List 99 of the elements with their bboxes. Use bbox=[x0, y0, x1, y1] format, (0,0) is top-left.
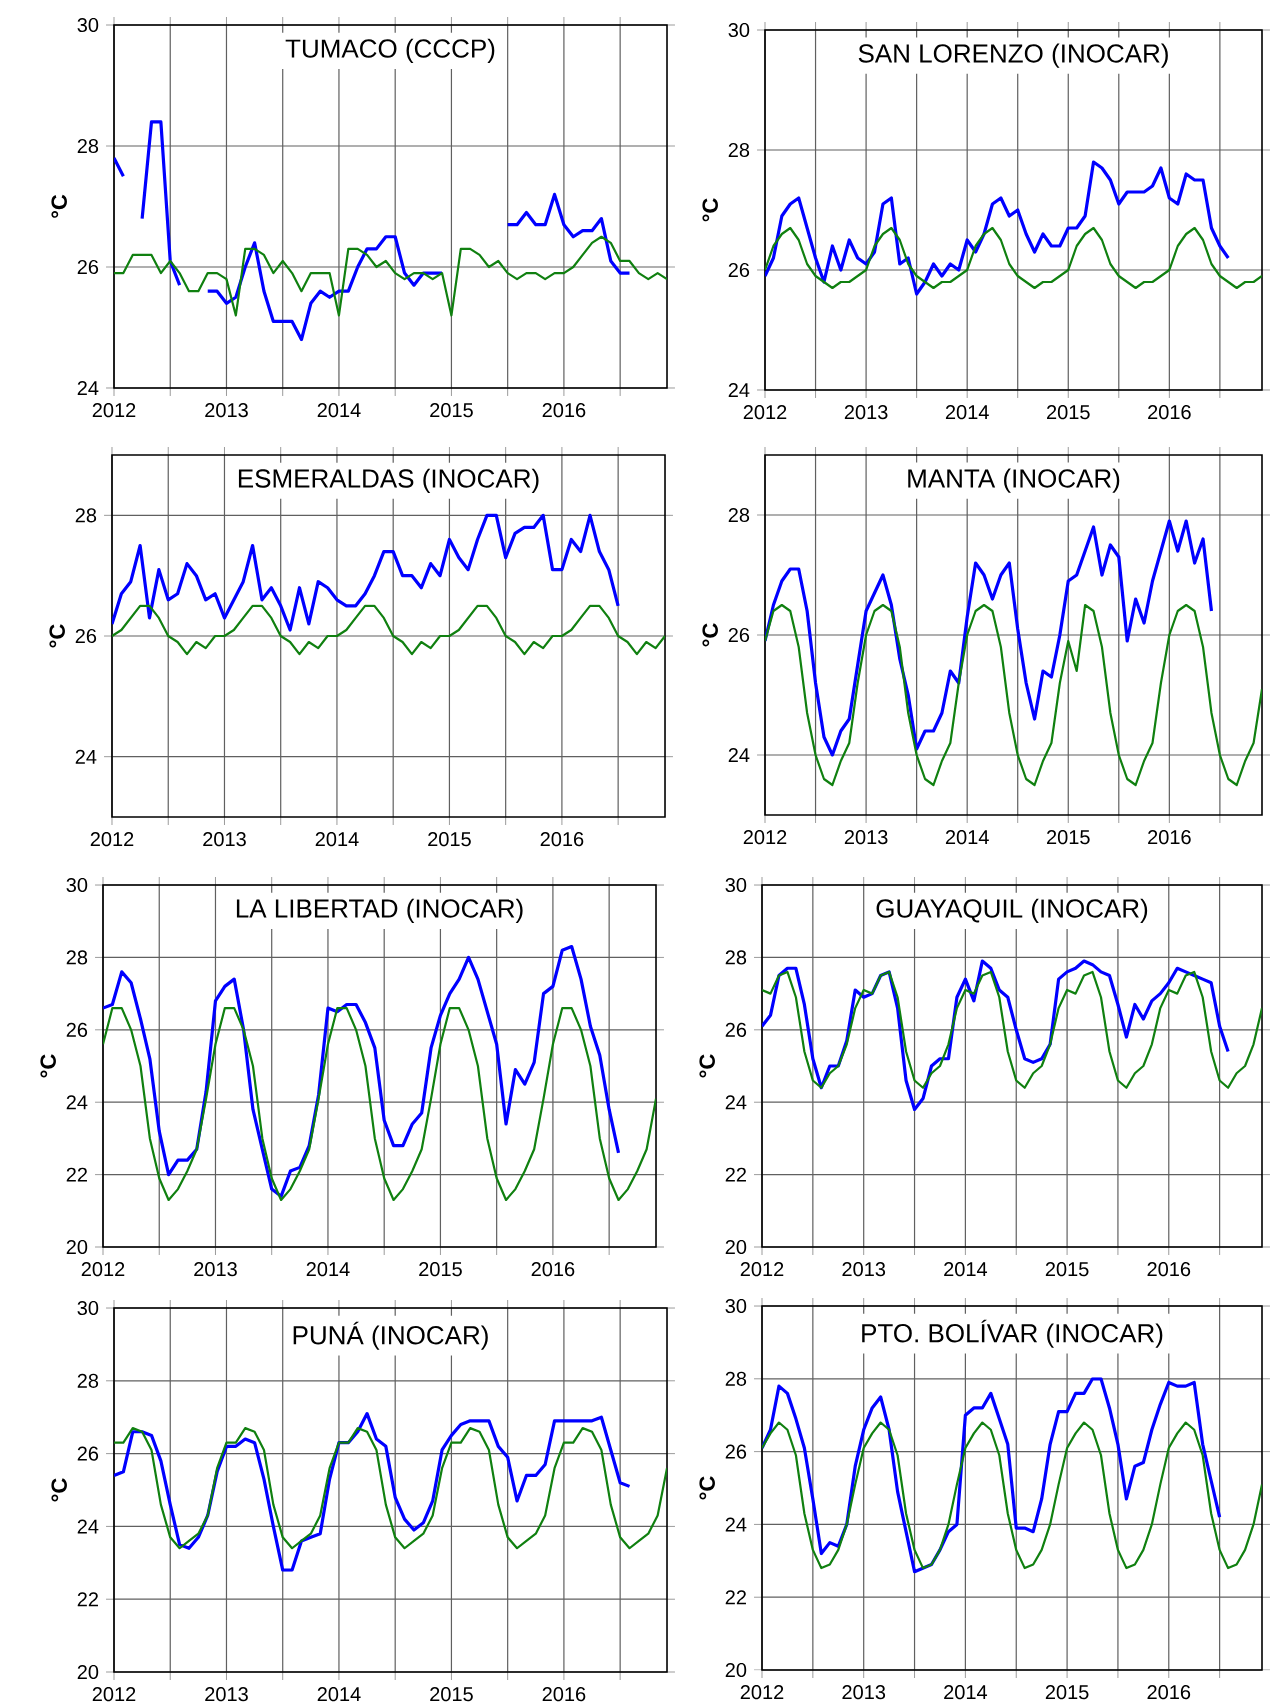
x-tick-label: 2014 bbox=[944, 1262, 987, 1277]
x-tick-label: 2013 bbox=[194, 1262, 237, 1277]
x-tick-label: 2014 bbox=[315, 832, 359, 847]
x-tick-label: 2014 bbox=[317, 403, 361, 418]
y-tick-label: 26 bbox=[728, 627, 750, 643]
y-tick-label: 28 bbox=[728, 507, 750, 523]
line-series bbox=[764, 603, 1262, 787]
x-tick-label: 2012 bbox=[92, 403, 136, 418]
y-tick-label: 28 bbox=[728, 142, 750, 158]
x-tick-label: 2012 bbox=[740, 1685, 784, 1700]
y-tick-label: 20 bbox=[77, 1664, 99, 1680]
y-tick-label: 28 bbox=[725, 1371, 747, 1386]
y-tick-label: 22 bbox=[77, 1592, 98, 1607]
y-axis-title: °C bbox=[51, 1478, 67, 1502]
x-tick-label: 2012 bbox=[740, 1262, 784, 1277]
y-axis-title: °C bbox=[699, 1476, 715, 1500]
line-series bbox=[113, 1427, 667, 1550]
chart-title: TUMACO (CCCP) bbox=[285, 38, 495, 63]
x-tick-label: 2014 bbox=[945, 405, 989, 420]
chart-title: GUAYAQUIL (INOCAR) bbox=[876, 898, 1148, 923]
chart-title: LA LIBERTAD (INOCAR) bbox=[236, 898, 523, 923]
x-tick-label: 2012 bbox=[90, 832, 134, 847]
x-tick-label: 2016 bbox=[1148, 830, 1191, 845]
x-tick-label: 2013 bbox=[842, 1262, 885, 1277]
chart-title: MANTA (INOCAR) bbox=[908, 468, 1120, 493]
y-tick-label: 26 bbox=[725, 1022, 747, 1037]
x-tick-label: 2015 bbox=[1045, 1685, 1089, 1700]
y-tick-label: 26 bbox=[77, 259, 99, 275]
line-series bbox=[102, 1006, 656, 1202]
x-tick-label: 2014 bbox=[306, 1262, 350, 1277]
x-tick-label: 2014 bbox=[945, 830, 989, 845]
x-tick-label: 2012 bbox=[92, 1687, 136, 1702]
y-tick-label: 22 bbox=[725, 1590, 746, 1605]
y-axis-title: °C bbox=[702, 198, 718, 222]
x-tick-label: 2013 bbox=[844, 405, 888, 420]
x-tick-label: 2012 bbox=[743, 405, 787, 420]
y-tick-label: 22 bbox=[725, 1167, 746, 1182]
y-tick-label: 26 bbox=[725, 1444, 747, 1459]
x-tick-label: 2016 bbox=[542, 1687, 586, 1702]
x-tick-label: 2016 bbox=[542, 403, 586, 418]
y-axis-title: °C bbox=[51, 194, 67, 218]
x-tick-label: 2015 bbox=[1046, 405, 1090, 420]
x-tick-label: 2013 bbox=[844, 830, 888, 845]
x-tick-label: 2012 bbox=[743, 830, 787, 845]
x-tick-label: 2015 bbox=[430, 1687, 473, 1702]
chart-title: SAN LORENZO (INOCAR) bbox=[858, 43, 1168, 68]
x-tick-label: 2013 bbox=[205, 1687, 248, 1702]
x-tick-label: 2015 bbox=[428, 832, 471, 847]
line-series bbox=[761, 1421, 1262, 1570]
y-tick-label: 20 bbox=[725, 1239, 747, 1255]
y-tick-label: 30 bbox=[77, 1300, 99, 1316]
x-tick-label: 2016 bbox=[540, 832, 584, 847]
x-tick-label: 2012 bbox=[81, 1262, 125, 1277]
y-tick-label: 24 bbox=[728, 748, 750, 762]
x-tick-label: 2015 bbox=[430, 403, 473, 418]
x-tick-label: 2015 bbox=[419, 1262, 462, 1277]
y-tick-label: 26 bbox=[75, 628, 97, 644]
x-tick-label: 2016 bbox=[1147, 1685, 1191, 1700]
y-tick-label: 30 bbox=[725, 1298, 747, 1314]
y-tick-label: 24 bbox=[77, 1519, 99, 1534]
y-tick-label: 30 bbox=[66, 877, 88, 893]
y-tick-label: 30 bbox=[77, 17, 99, 33]
x-tick-label: 2013 bbox=[205, 403, 248, 418]
text: PTO. BOLÍVAR (INOCAR) bbox=[862, 1319, 1163, 1348]
chart-title: ESMERALDAS (INOCAR) bbox=[238, 468, 539, 493]
y-tick-label: 24 bbox=[77, 381, 99, 395]
x-tick-label: 2016 bbox=[531, 1262, 575, 1277]
y-tick-label: 30 bbox=[725, 877, 747, 893]
x-tick-label: 2016 bbox=[1148, 405, 1191, 420]
x-tick-label: 2015 bbox=[1045, 1262, 1089, 1277]
y-tick-label: 28 bbox=[66, 950, 88, 965]
y-tick-label: 26 bbox=[728, 262, 750, 278]
y-tick-label: 28 bbox=[725, 950, 747, 965]
x-tick-label: 2014 bbox=[317, 1687, 361, 1702]
y-tick-label: 30 bbox=[728, 22, 750, 38]
x-tick-label: 2016 bbox=[1147, 1262, 1191, 1277]
y-tick-label: 24 bbox=[75, 749, 97, 764]
y-tick-label: 24 bbox=[728, 383, 750, 397]
y-tick-label: 20 bbox=[725, 1662, 747, 1678]
y-tick-label: 24 bbox=[725, 1095, 747, 1110]
y-tick-label: 22 bbox=[66, 1167, 87, 1182]
y-tick-label: 28 bbox=[75, 508, 97, 523]
y-tick-label: 28 bbox=[77, 1373, 99, 1388]
x-tick-label: 2014 bbox=[944, 1685, 987, 1700]
y-tick-label: 24 bbox=[66, 1095, 88, 1110]
x-tick-label: 2013 bbox=[203, 832, 246, 847]
text: PUNÁ (INOCAR) bbox=[293, 1321, 488, 1350]
y-tick-label: 24 bbox=[725, 1517, 747, 1532]
y-tick-label: 26 bbox=[66, 1022, 88, 1037]
y-axis-title: °C bbox=[40, 1054, 56, 1078]
y-axis-title: °C bbox=[702, 623, 718, 647]
y-tick-label: 28 bbox=[77, 138, 99, 154]
y-axis-title: °C bbox=[699, 1054, 715, 1078]
y-tick-label: 20 bbox=[66, 1239, 88, 1255]
x-tick-label: 2015 bbox=[1046, 830, 1090, 845]
x-tick-label: 2013 bbox=[842, 1685, 885, 1700]
line-series bbox=[761, 970, 1262, 1089]
y-axis-title: °C bbox=[49, 624, 65, 648]
y-tick-label: 26 bbox=[77, 1446, 99, 1461]
